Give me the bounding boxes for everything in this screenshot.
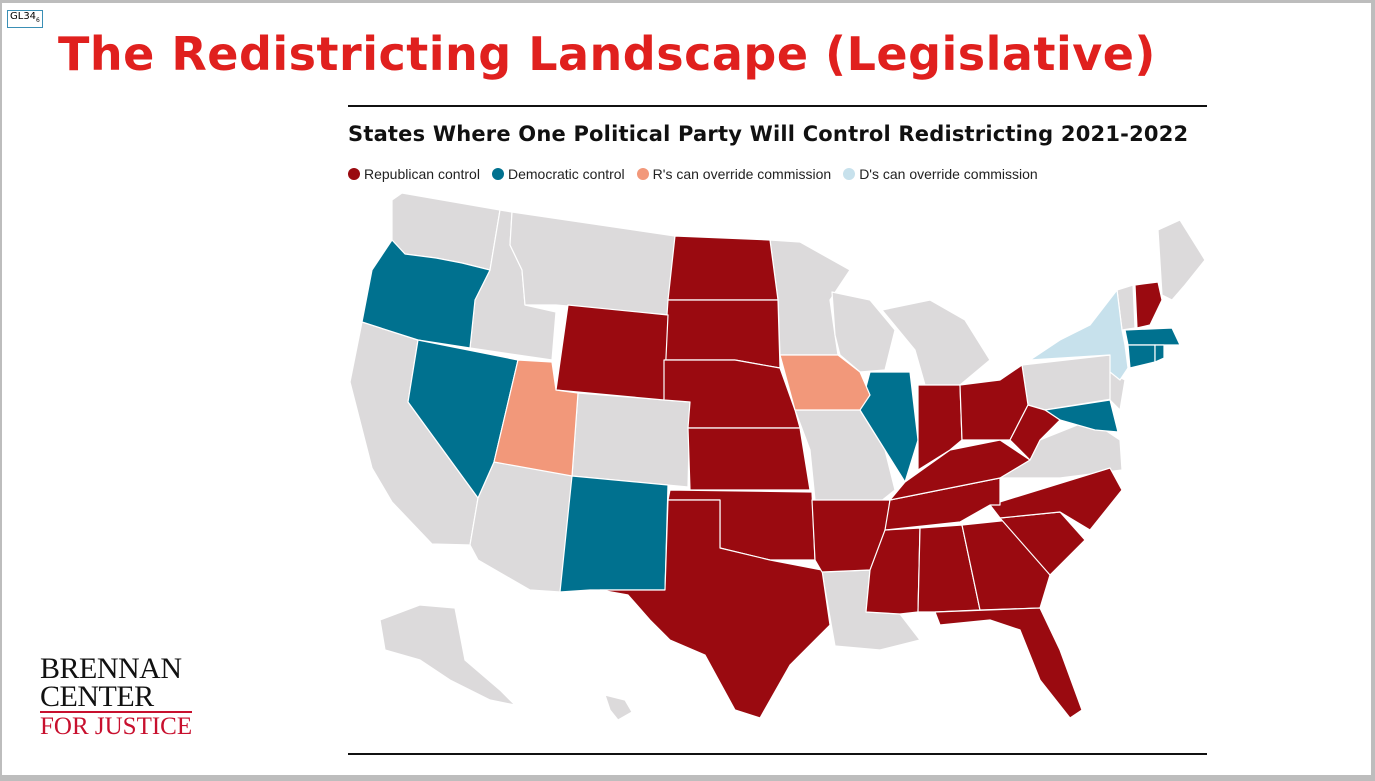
logo-line-1: BRENNAN bbox=[40, 652, 182, 685]
state-montana bbox=[509, 211, 676, 316]
top-rule bbox=[348, 105, 1207, 107]
legend-republican: Republican control bbox=[348, 166, 480, 182]
state-texas bbox=[599, 499, 831, 719]
bottom-rule bbox=[348, 753, 1207, 755]
state-utah bbox=[493, 359, 579, 477]
legend-republican-label: Republican control bbox=[364, 166, 480, 182]
state-michigan bbox=[881, 299, 991, 386]
slide-tag: GL346 bbox=[7, 10, 43, 28]
legend-democratic-swatch bbox=[491, 168, 504, 180]
d-override-states bbox=[1029, 289, 1129, 381]
state-nevada bbox=[407, 339, 519, 499]
r-override-states bbox=[493, 354, 871, 477]
legend-republican-swatch bbox=[348, 168, 360, 180]
state-colorado bbox=[571, 392, 691, 488]
legend-d-override-label: D's can override commission bbox=[859, 166, 1038, 182]
no-control-states bbox=[349, 192, 1206, 721]
map-legend: Republican control Democratic control R'… bbox=[348, 166, 1038, 182]
legend-d-override: D's can override commission bbox=[843, 166, 1038, 182]
logo-line-3: FOR JUSTICE bbox=[40, 711, 193, 740]
state-alaska bbox=[379, 604, 516, 706]
legend-r-override-label: R's can override commission bbox=[652, 166, 832, 182]
state-south-dakota bbox=[663, 299, 781, 369]
state-north-carolina bbox=[989, 467, 1123, 531]
slide-tag-text: GL34 bbox=[10, 11, 37, 22]
state-florida bbox=[934, 607, 1083, 719]
state-maine bbox=[1157, 219, 1206, 301]
legend-d-override-swatch bbox=[843, 168, 856, 180]
state-rhode-island bbox=[1154, 344, 1165, 363]
state-oregon bbox=[361, 239, 491, 349]
state-new-york bbox=[1029, 289, 1129, 381]
state-massachusetts bbox=[1124, 327, 1181, 346]
state-west-virginia bbox=[1009, 404, 1061, 461]
republican-control-states bbox=[555, 235, 1163, 719]
legend-r-override: R's can override commission bbox=[636, 166, 832, 182]
democratic-control-states bbox=[361, 239, 1181, 593]
state-new-mexico bbox=[559, 475, 669, 593]
legend-r-override-swatch bbox=[636, 168, 649, 180]
state-north-dakota bbox=[667, 235, 779, 301]
state-hawaii bbox=[604, 694, 633, 721]
state-kansas bbox=[687, 427, 811, 491]
us-states-map bbox=[349, 192, 1206, 721]
legend-democratic: Democratic control bbox=[491, 166, 625, 182]
state-new-hampshire bbox=[1134, 281, 1163, 329]
legend-democratic-label: Democratic control bbox=[507, 166, 625, 182]
state-indiana bbox=[917, 384, 963, 471]
slide-title: The Redistricting Landscape (Legislative… bbox=[58, 27, 1156, 81]
state-iowa bbox=[779, 354, 871, 411]
state-wisconsin bbox=[831, 291, 896, 373]
map-title: States Where One Political Party Will Co… bbox=[348, 122, 1189, 146]
state-wyoming bbox=[555, 304, 669, 401]
logo-line-2: CENTER bbox=[40, 680, 154, 713]
brennan-center-logo: BRENNAN CENTER FOR JUSTICE bbox=[40, 652, 193, 744]
state-connecticut bbox=[1127, 344, 1156, 369]
